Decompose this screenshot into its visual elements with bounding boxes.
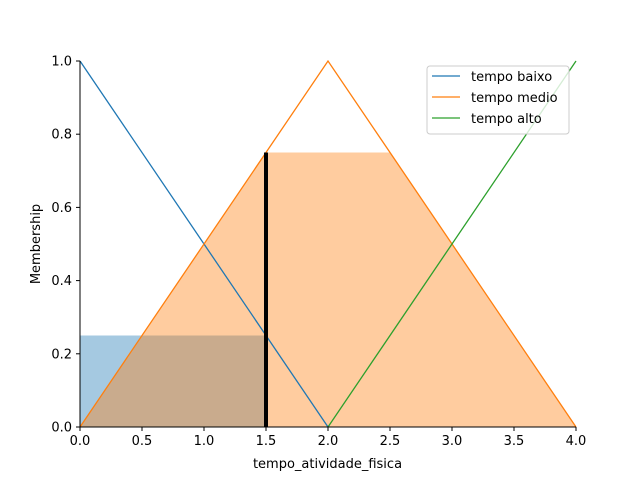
x-tick-label: 1.5 (256, 434, 277, 449)
series-line-tempo-medio (79, 59, 577, 428)
legend-label-tempo-alto: tempo alto (471, 112, 542, 127)
x-tick-label: 0.0 (70, 434, 91, 449)
x-axis-label: tempo_atividade_fisica (253, 457, 402, 472)
y-tick-label: 0.4 (51, 274, 72, 289)
x-tick-label: 4.0 (566, 434, 587, 449)
x-tick-label: 0.5 (132, 434, 153, 449)
y-tick-label: 0.0 (51, 421, 72, 436)
y-axis-label: Membership (29, 204, 44, 284)
x-tick-label: 3.5 (504, 434, 525, 449)
x-tick-label: 2.5 (380, 434, 401, 449)
legend-label-tempo-medio: tempo medio (471, 91, 558, 106)
x-tick-label: 1.0 (194, 434, 215, 449)
legend: tempo baixo tempo medio tempo alto (426, 65, 570, 135)
y-tick-label: 0.6 (51, 201, 72, 216)
y-ticks: 0.0 0.2 0.4 0.6 0.8 1.0 (51, 55, 80, 436)
legend-label-tempo-baixo: tempo baixo (471, 70, 552, 85)
x-tick-label: 2.0 (318, 434, 339, 449)
y-tick-label: 0.8 (51, 128, 72, 143)
y-tick-label: 0.2 (51, 347, 72, 362)
y-tick-label: 1.0 (51, 55, 72, 70)
activation-fills (80, 152, 576, 427)
x-tick-label: 3.0 (442, 434, 463, 449)
x-ticks: 0.0 0.5 1.0 1.5 2.0 2.5 3.0 3.5 4.0 (70, 427, 587, 449)
legend-frame (426, 65, 570, 135)
activation-fill-tempo-medio (80, 152, 576, 427)
